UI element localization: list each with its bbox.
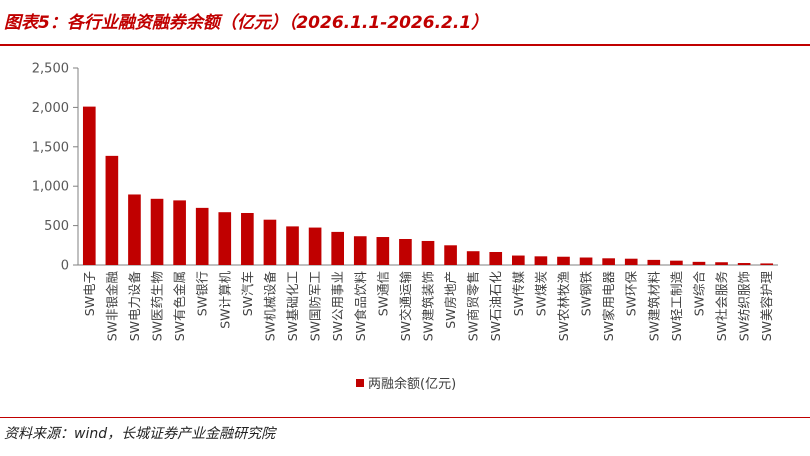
bar bbox=[286, 226, 299, 265]
bar bbox=[489, 251, 503, 265]
x-tick-label: SW美容护理 bbox=[759, 271, 774, 342]
bar bbox=[557, 256, 570, 265]
x-tick-label: SW银行 bbox=[195, 271, 210, 316]
bar bbox=[602, 258, 615, 265]
source-divider bbox=[0, 417, 810, 418]
x-tick-label: SW钢铁 bbox=[579, 271, 594, 317]
y-tick-label: 1,000 bbox=[32, 180, 69, 195]
bar bbox=[241, 212, 254, 265]
bar bbox=[105, 155, 119, 265]
bar bbox=[579, 257, 593, 265]
x-tick-label: SW食品饮料 bbox=[353, 271, 368, 342]
bar bbox=[82, 106, 96, 265]
title-divider bbox=[0, 44, 810, 46]
x-tick-label: SW环保 bbox=[624, 271, 639, 317]
bar bbox=[512, 255, 525, 265]
source-note: 资料来源：wind，长城证券产业金融研究院 bbox=[4, 426, 276, 442]
x-tick-label: SW电力设备 bbox=[127, 271, 142, 342]
y-tick-label: 0 bbox=[61, 259, 69, 274]
bar bbox=[466, 251, 480, 265]
bar bbox=[218, 212, 232, 265]
bar bbox=[421, 240, 435, 265]
y-tick-label: 2,000 bbox=[32, 101, 69, 116]
bar bbox=[353, 236, 367, 265]
x-tick-label: SW纺织服饰 bbox=[737, 271, 752, 341]
x-tick-label: SW基础化工 bbox=[285, 271, 300, 341]
x-tick-label: SW医药生物 bbox=[150, 271, 165, 341]
x-tick-label: SW汽车 bbox=[240, 271, 255, 316]
x-tick-label: SW公用事业 bbox=[330, 271, 345, 341]
x-tick-label: SW综合 bbox=[691, 271, 706, 317]
legend-swatch bbox=[356, 379, 364, 387]
bar bbox=[263, 219, 277, 265]
bar bbox=[331, 231, 344, 265]
x-tick-label: SW社会服务 bbox=[714, 271, 729, 341]
bar-chart: 0 500 1,000 1,500 2,000 2,500 SW电子 SW非银金融 SW电力设备… bbox=[32, 62, 778, 392]
x-tick-label: SW建筑材料 bbox=[646, 271, 661, 342]
bar bbox=[399, 238, 412, 265]
x-tick-label: SW房地产 bbox=[443, 271, 458, 329]
bar bbox=[195, 207, 209, 265]
bar bbox=[308, 227, 322, 265]
x-tick-label: SW机械设备 bbox=[262, 271, 277, 342]
y-tick-label: 1,500 bbox=[32, 140, 69, 155]
x-tick-label: SW通信 bbox=[375, 271, 390, 316]
legend-label: 两融余额(亿元) bbox=[368, 376, 456, 392]
x-tick-label: SW电子 bbox=[82, 271, 97, 316]
x-tick-label: SW非银金融 bbox=[104, 271, 119, 342]
y-tick-label: 500 bbox=[44, 219, 69, 234]
bar bbox=[624, 258, 638, 265]
bar bbox=[128, 194, 141, 265]
bar bbox=[760, 263, 774, 265]
x-tick-label: SW有色金属 bbox=[172, 271, 187, 341]
x-tick-label: SW交通运输 bbox=[398, 271, 413, 342]
x-tick-label: SW传媒 bbox=[511, 271, 526, 317]
x-tick-label: SW农林牧渔 bbox=[556, 271, 571, 341]
x-tick-label: SW轻工制造 bbox=[669, 271, 684, 342]
figure-title: 图表5：各行业融资融券余额（亿元）（2026.1.1-2026.2.1） bbox=[4, 13, 489, 33]
x-tick-label: SW家用电器 bbox=[601, 271, 616, 342]
x-tick-label: SW建筑装饰 bbox=[421, 271, 436, 341]
y-tick-label: 2,500 bbox=[32, 62, 69, 77]
x-tick-label: SW国防军工 bbox=[308, 271, 323, 341]
bar bbox=[737, 263, 751, 265]
x-tick-label: SW商贸零售 bbox=[466, 271, 481, 341]
bar bbox=[670, 260, 683, 265]
bar bbox=[715, 262, 728, 265]
bar bbox=[534, 256, 548, 265]
x-tick-label: SW石油石化 bbox=[488, 271, 503, 342]
bar bbox=[150, 198, 164, 265]
bar bbox=[376, 237, 390, 265]
bar bbox=[173, 200, 186, 265]
x-tick-label: SW计算机 bbox=[217, 271, 232, 329]
bar bbox=[647, 259, 661, 265]
bar bbox=[444, 245, 457, 265]
x-tick-label: SW煤炭 bbox=[533, 271, 548, 316]
bar bbox=[692, 261, 706, 265]
